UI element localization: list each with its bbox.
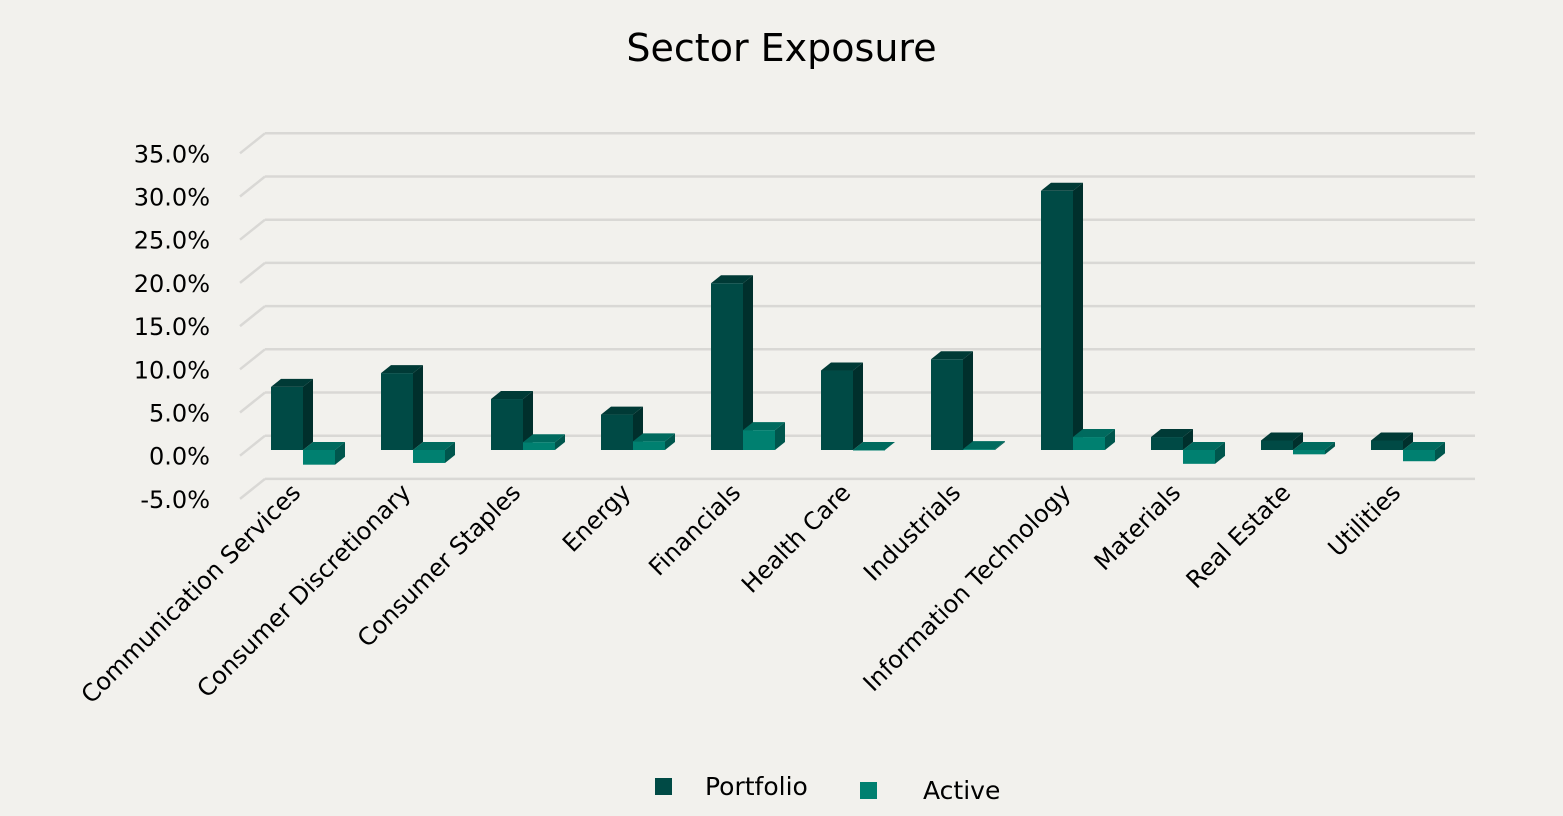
portfolio-bar-side xyxy=(303,378,313,450)
y-tick-label: 15.0% xyxy=(134,313,210,341)
gridline-depth xyxy=(239,218,266,241)
active-bar-top xyxy=(1183,442,1225,450)
active-bar-side xyxy=(995,441,1005,450)
active-bar-side xyxy=(445,442,455,463)
x-category-label: Utilities xyxy=(1323,478,1407,562)
y-tick-label: 35.0% xyxy=(134,140,210,168)
y-tick-label: 10.0% xyxy=(134,356,210,384)
portfolio-bar-top xyxy=(931,351,973,360)
active-bar-side xyxy=(1105,429,1115,450)
portfolio-bar xyxy=(711,283,743,450)
active-bar-side xyxy=(335,442,345,465)
portfolio-bar-side xyxy=(1403,432,1413,450)
active-bar xyxy=(743,430,775,450)
active-bar-side xyxy=(665,433,675,450)
y-tick-label: 25.0% xyxy=(134,227,210,255)
active-bar-top xyxy=(1293,442,1335,450)
portfolio-bar xyxy=(1261,440,1293,450)
portfolio-bar-top xyxy=(1041,182,1083,191)
active-bar xyxy=(1403,450,1435,462)
legend-label-portfolio: Portfolio xyxy=(705,772,808,801)
active-bar-top xyxy=(1403,442,1445,450)
portfolio-bar xyxy=(491,399,523,450)
portfolio-bar-top xyxy=(1261,432,1303,441)
active-bar-side xyxy=(555,434,565,450)
active-bar xyxy=(523,442,555,450)
portfolio-bar-top xyxy=(1371,432,1413,441)
y-tick-label: 0.0% xyxy=(149,443,210,471)
portfolio-bar-top xyxy=(491,391,533,400)
active-bar-side xyxy=(775,422,785,450)
gridline-depth xyxy=(239,261,266,284)
y-tick-label: 5.0% xyxy=(149,400,210,428)
portfolio-bar xyxy=(601,414,633,450)
gridline-depth xyxy=(239,175,266,198)
active-bar xyxy=(633,441,665,450)
portfolio-bar-side xyxy=(413,365,423,450)
y-tick-label: 20.0% xyxy=(134,270,210,298)
x-category-label: Information Technology xyxy=(858,478,1076,696)
active-bar xyxy=(963,449,995,450)
active-bar-top xyxy=(963,441,1005,450)
portfolio-bar-side xyxy=(1073,182,1083,451)
x-category-label: Financials xyxy=(643,478,746,581)
active-bar xyxy=(1073,437,1105,450)
gridline-depth xyxy=(239,305,266,328)
portfolio-bar-side xyxy=(853,362,863,450)
x-category-label: Energy xyxy=(557,478,636,557)
portfolio-bar-side xyxy=(523,391,533,450)
legend-swatch-portfolio xyxy=(655,778,672,795)
x-category-label: Health Care xyxy=(736,478,856,598)
portfolio-bar xyxy=(1371,440,1403,450)
portfolio-bar xyxy=(1041,190,1073,451)
portfolio-bar xyxy=(271,386,303,450)
x-category-label: Industrials xyxy=(858,478,966,586)
portfolio-bar-top xyxy=(381,365,423,374)
legend-swatch-active xyxy=(860,782,877,799)
portfolio-bar-top xyxy=(601,406,643,415)
portfolio-bar-side xyxy=(963,351,973,450)
gridline-depth xyxy=(239,434,266,457)
portfolio-bar xyxy=(821,370,853,450)
gridline-depth xyxy=(239,132,266,155)
active-bar xyxy=(303,450,335,465)
y-tick-label: -5.0% xyxy=(140,486,210,514)
active-bar-top xyxy=(523,434,565,443)
x-category-label: Materials xyxy=(1089,478,1187,576)
portfolio-bar-side xyxy=(1183,429,1193,450)
gridline-depth xyxy=(239,391,266,414)
x-category-label: Consumer Discretionary xyxy=(192,478,417,703)
chart-title: Sector Exposure xyxy=(626,26,937,70)
gridline-depth xyxy=(239,348,266,371)
portfolio-bar xyxy=(931,359,963,450)
x-category-label: Real Estate xyxy=(1181,478,1296,593)
portfolio-bar-side xyxy=(743,275,753,450)
active-bar-top xyxy=(743,422,785,431)
active-bar-top xyxy=(303,442,345,450)
portfolio-bar-top xyxy=(271,378,313,387)
gridline-depth xyxy=(239,477,266,500)
active-bar xyxy=(413,450,445,463)
legend-label-active: Active xyxy=(923,776,1001,805)
active-bar-side xyxy=(1325,442,1335,455)
portfolio-bar-top xyxy=(1151,429,1193,438)
active-bar-side xyxy=(1435,442,1445,462)
active-bar-top xyxy=(853,442,895,450)
active-bar xyxy=(853,450,885,451)
active-bar-top xyxy=(1073,429,1115,438)
y-tick-label: 30.0% xyxy=(134,184,210,212)
legend-item-active: Active xyxy=(860,776,1000,805)
active-bar-top xyxy=(633,433,675,442)
portfolio-bar-top xyxy=(821,362,863,371)
active-bar-side xyxy=(1215,442,1225,464)
portfolio-bar xyxy=(1151,437,1183,450)
active-bar xyxy=(1293,450,1325,455)
portfolio-bar-top xyxy=(711,275,753,284)
active-bar-top xyxy=(413,442,455,450)
portfolio-bar-side xyxy=(1293,432,1303,450)
active-bar xyxy=(1183,450,1215,464)
portfolio-bar xyxy=(381,373,413,450)
legend-item-portfolio: Portfolio xyxy=(655,772,808,801)
